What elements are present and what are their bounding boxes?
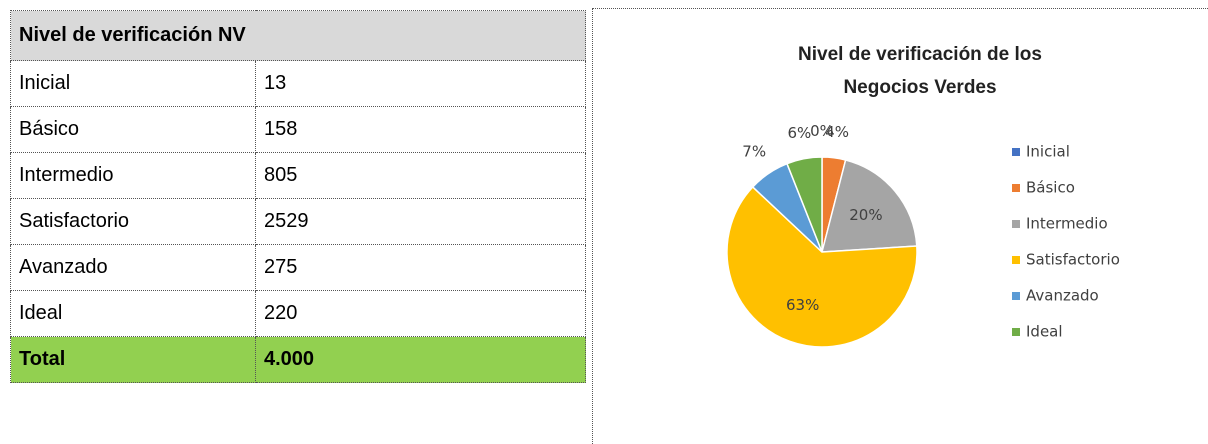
data-label: 20% bbox=[849, 206, 882, 224]
table-row: Ideal 220 bbox=[10, 290, 586, 337]
pie-slice bbox=[786, 156, 823, 253]
legend-label: Satisfactorio bbox=[1026, 251, 1120, 269]
pie-slice bbox=[726, 185, 918, 348]
legend-label: Intermedio bbox=[1026, 215, 1108, 233]
legend-swatch bbox=[1012, 256, 1020, 264]
data-label: 6% bbox=[787, 124, 811, 142]
chart-title: Nivel de verificación de los Negocios Ve… bbox=[798, 44, 1042, 98]
table-cell: 2529 bbox=[255, 198, 586, 245]
legend-swatch bbox=[1012, 184, 1020, 192]
table-cell: Inicial bbox=[10, 60, 256, 107]
table-row: Satisfactorio 2529 bbox=[10, 198, 586, 245]
chart-panel bbox=[592, 8, 1208, 444]
legend-label: Básico bbox=[1026, 179, 1075, 197]
legend-swatch bbox=[1012, 148, 1020, 156]
header-row: Nivel de verificación NV bbox=[10, 10, 586, 61]
pie-slice bbox=[821, 159, 918, 253]
data-label: 63% bbox=[786, 296, 819, 314]
table-cell: 275 bbox=[255, 244, 586, 291]
total-row: Total 4.000 bbox=[10, 336, 586, 383]
data-label: 4% bbox=[825, 123, 849, 141]
legend-swatch bbox=[1012, 220, 1020, 228]
legend-swatch bbox=[1012, 292, 1020, 300]
table-cell: 158 bbox=[255, 106, 586, 153]
data-table: Nivel de verificación NV Inicial 13 Básico… bbox=[10, 10, 586, 383]
table-cell: Avanzado bbox=[10, 244, 256, 291]
legend-swatch bbox=[1012, 328, 1020, 336]
data-label: 7% bbox=[742, 143, 766, 161]
table-cell: Total bbox=[10, 336, 256, 383]
data-label: 0% bbox=[810, 122, 834, 140]
legend-label: Avanzado bbox=[1026, 287, 1099, 305]
legend-label: Ideal bbox=[1026, 323, 1063, 341]
table-cell: 220 bbox=[255, 290, 586, 337]
table-cell: Ideal bbox=[10, 290, 256, 337]
table-row: Inicial 13 bbox=[10, 60, 586, 107]
table-row: Intermedio 805 bbox=[10, 152, 586, 199]
table-cell: 13 bbox=[255, 60, 586, 107]
table-cell: 805 bbox=[255, 152, 586, 199]
legend-label: Inicial bbox=[1026, 143, 1070, 161]
table-row: Avanzado 275 bbox=[10, 244, 586, 291]
header-cell: Nivel de verificación NV bbox=[10, 10, 586, 61]
table-cell: Intermedio bbox=[10, 152, 256, 199]
table-cell: 4.000 bbox=[255, 336, 586, 383]
